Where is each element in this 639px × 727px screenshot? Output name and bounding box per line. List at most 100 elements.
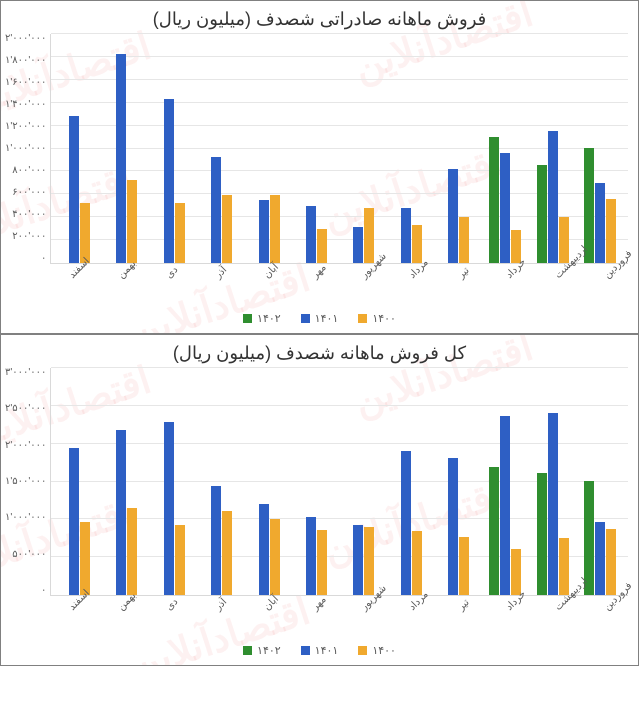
bar-1401	[353, 525, 363, 595]
bar-1402	[584, 481, 594, 595]
bar-1400	[606, 529, 616, 595]
x-tick-label: آبان	[262, 598, 277, 613]
y-tick-label: ۱'۴۰۰'۰۰۰	[5, 100, 46, 110]
x-axis: فروردیناردیبهشتخردادتیرمردادشهریورمهرآبا…	[1, 264, 638, 279]
category-group	[198, 157, 245, 263]
bar-1400	[222, 511, 232, 595]
x-tick-label: بهمن	[116, 266, 131, 281]
y-tick-label: ۱'۶۰۰'۰۰۰	[5, 78, 46, 88]
legend-item-1400: ۱۴۰۰	[358, 312, 396, 325]
category-group	[529, 413, 576, 595]
bars-row	[51, 34, 628, 263]
bar-1401	[211, 486, 221, 595]
category-group	[482, 137, 529, 264]
bar-1401	[306, 206, 316, 264]
x-tick-label: فروردین	[602, 266, 617, 281]
bar-1400	[175, 525, 185, 595]
bar-1402	[584, 148, 594, 263]
plot-area: ۳'۰۰۰'۰۰۰۲'۵۰۰'۰۰۰۲'۰۰۰'۰۰۰۱'۵۰۰'۰۰۰۱'۰۰…	[1, 368, 638, 596]
x-tick-label: شهریور	[359, 266, 374, 281]
category-group	[103, 430, 150, 595]
bar-1401	[500, 416, 510, 595]
bar-1401	[211, 157, 221, 263]
category-group	[482, 416, 529, 595]
bar-1401	[69, 448, 79, 595]
x-tick-label: تیر	[456, 266, 471, 281]
chart-panel-total: اقتصادآنلایناقتصادآنلایناقتصادآنلایناقتص…	[0, 334, 639, 666]
bar-1400	[127, 180, 137, 263]
bar-1400	[459, 537, 469, 595]
bar-1400	[412, 531, 422, 595]
y-tick-label: ۰	[41, 254, 46, 264]
y-tick-label: ۳'۰۰۰'۰۰۰	[5, 368, 46, 378]
bar-1400	[317, 530, 327, 595]
legend-label: ۱۴۰۲	[257, 644, 281, 657]
chart-title: کل فروش ماهانه شصدف (میلیون ریال)	[1, 335, 638, 368]
category-group	[55, 116, 102, 263]
y-axis: ۳'۰۰۰'۰۰۰۲'۵۰۰'۰۰۰۲'۰۰۰'۰۰۰۱'۵۰۰'۰۰۰۱'۰۰…	[5, 368, 50, 596]
legend-label: ۱۴۰۲	[257, 312, 281, 325]
y-tick-label: ۴۰۰'۰۰۰	[12, 210, 46, 220]
plot-area: ۲'۰۰۰'۰۰۰۱'۸۰۰'۰۰۰۱'۶۰۰'۰۰۰۱'۴۰۰'۰۰۰۱'۲۰…	[1, 34, 638, 264]
x-tick-label: آذر	[213, 598, 228, 613]
legend-label: ۱۴۰۱	[315, 644, 339, 657]
bar-1401	[259, 504, 269, 595]
bar-1401	[595, 522, 605, 595]
category-group	[434, 169, 481, 263]
category-group	[150, 422, 197, 595]
legend-item-1402: ۱۴۰۲	[243, 644, 281, 657]
x-tick-label: دی	[164, 598, 179, 613]
y-tick-label: ۱'۰۰۰'۰۰۰	[5, 513, 46, 523]
category-group	[387, 451, 434, 595]
bar-1400	[412, 225, 422, 263]
x-tick-label: مرداد	[407, 266, 422, 281]
bar-1401	[116, 54, 126, 263]
bar-1400	[80, 522, 90, 595]
y-tick-label: ۱'۵۰۰'۰۰۰	[5, 477, 46, 487]
bar-1400	[270, 519, 280, 595]
category-group	[245, 504, 292, 595]
x-tick-label: آذر	[213, 266, 228, 281]
category-group	[387, 208, 434, 263]
bar-1400	[80, 203, 90, 263]
y-tick-label: ۶۰۰'۰۰۰	[12, 188, 46, 198]
bar-1400	[270, 195, 280, 263]
category-group	[198, 486, 245, 595]
x-tick-label: فروردین	[602, 598, 617, 613]
bar-1401	[548, 413, 558, 595]
bar-1401	[595, 183, 605, 264]
bar-1401	[69, 116, 79, 263]
y-tick-label: ۵۰۰'۰۰۰	[12, 550, 46, 560]
bar-1401	[500, 153, 510, 263]
category-group	[529, 131, 576, 263]
bar-1402	[537, 473, 547, 595]
x-tick-label: مهر	[310, 266, 325, 281]
bar-1400	[317, 229, 327, 264]
bar-1400	[175, 203, 185, 263]
y-tick-label: ۲۰۰'۰۰۰	[12, 232, 46, 242]
legend-swatch	[301, 314, 310, 323]
bar-1401	[448, 458, 458, 595]
bar-1401	[448, 169, 458, 263]
x-axis: فروردیناردیبهشتخردادتیرمردادشهریورمهرآبا…	[1, 596, 638, 611]
category-group	[103, 54, 150, 263]
y-tick-label: ۲'۰۰۰'۰۰۰	[5, 441, 46, 451]
bar-1401	[401, 208, 411, 263]
y-tick-label: ۰	[41, 586, 46, 596]
y-tick-label: ۱'۲۰۰'۰۰۰	[5, 122, 46, 132]
bar-1401	[116, 430, 126, 595]
category-group	[150, 99, 197, 263]
bar-1400	[222, 195, 232, 263]
x-tick-label: خرداد	[504, 266, 519, 281]
chart-panel-export: اقتصادآنلایناقتصادآنلایناقتصادآنلایناقتص…	[0, 0, 639, 334]
bar-1401	[353, 227, 363, 263]
legend-item-1401: ۱۴۰۱	[301, 312, 339, 325]
x-tick-label: آبان	[262, 266, 277, 281]
y-axis: ۲'۰۰۰'۰۰۰۱'۸۰۰'۰۰۰۱'۶۰۰'۰۰۰۱'۴۰۰'۰۰۰۱'۲۰…	[5, 34, 50, 264]
legend-swatch	[358, 314, 367, 323]
legend-label: ۱۴۰۱	[315, 312, 339, 325]
x-tick-label: اردیبهشت	[553, 598, 568, 613]
bar-1400	[559, 538, 569, 595]
category-group	[292, 206, 339, 264]
legend-swatch	[243, 314, 252, 323]
